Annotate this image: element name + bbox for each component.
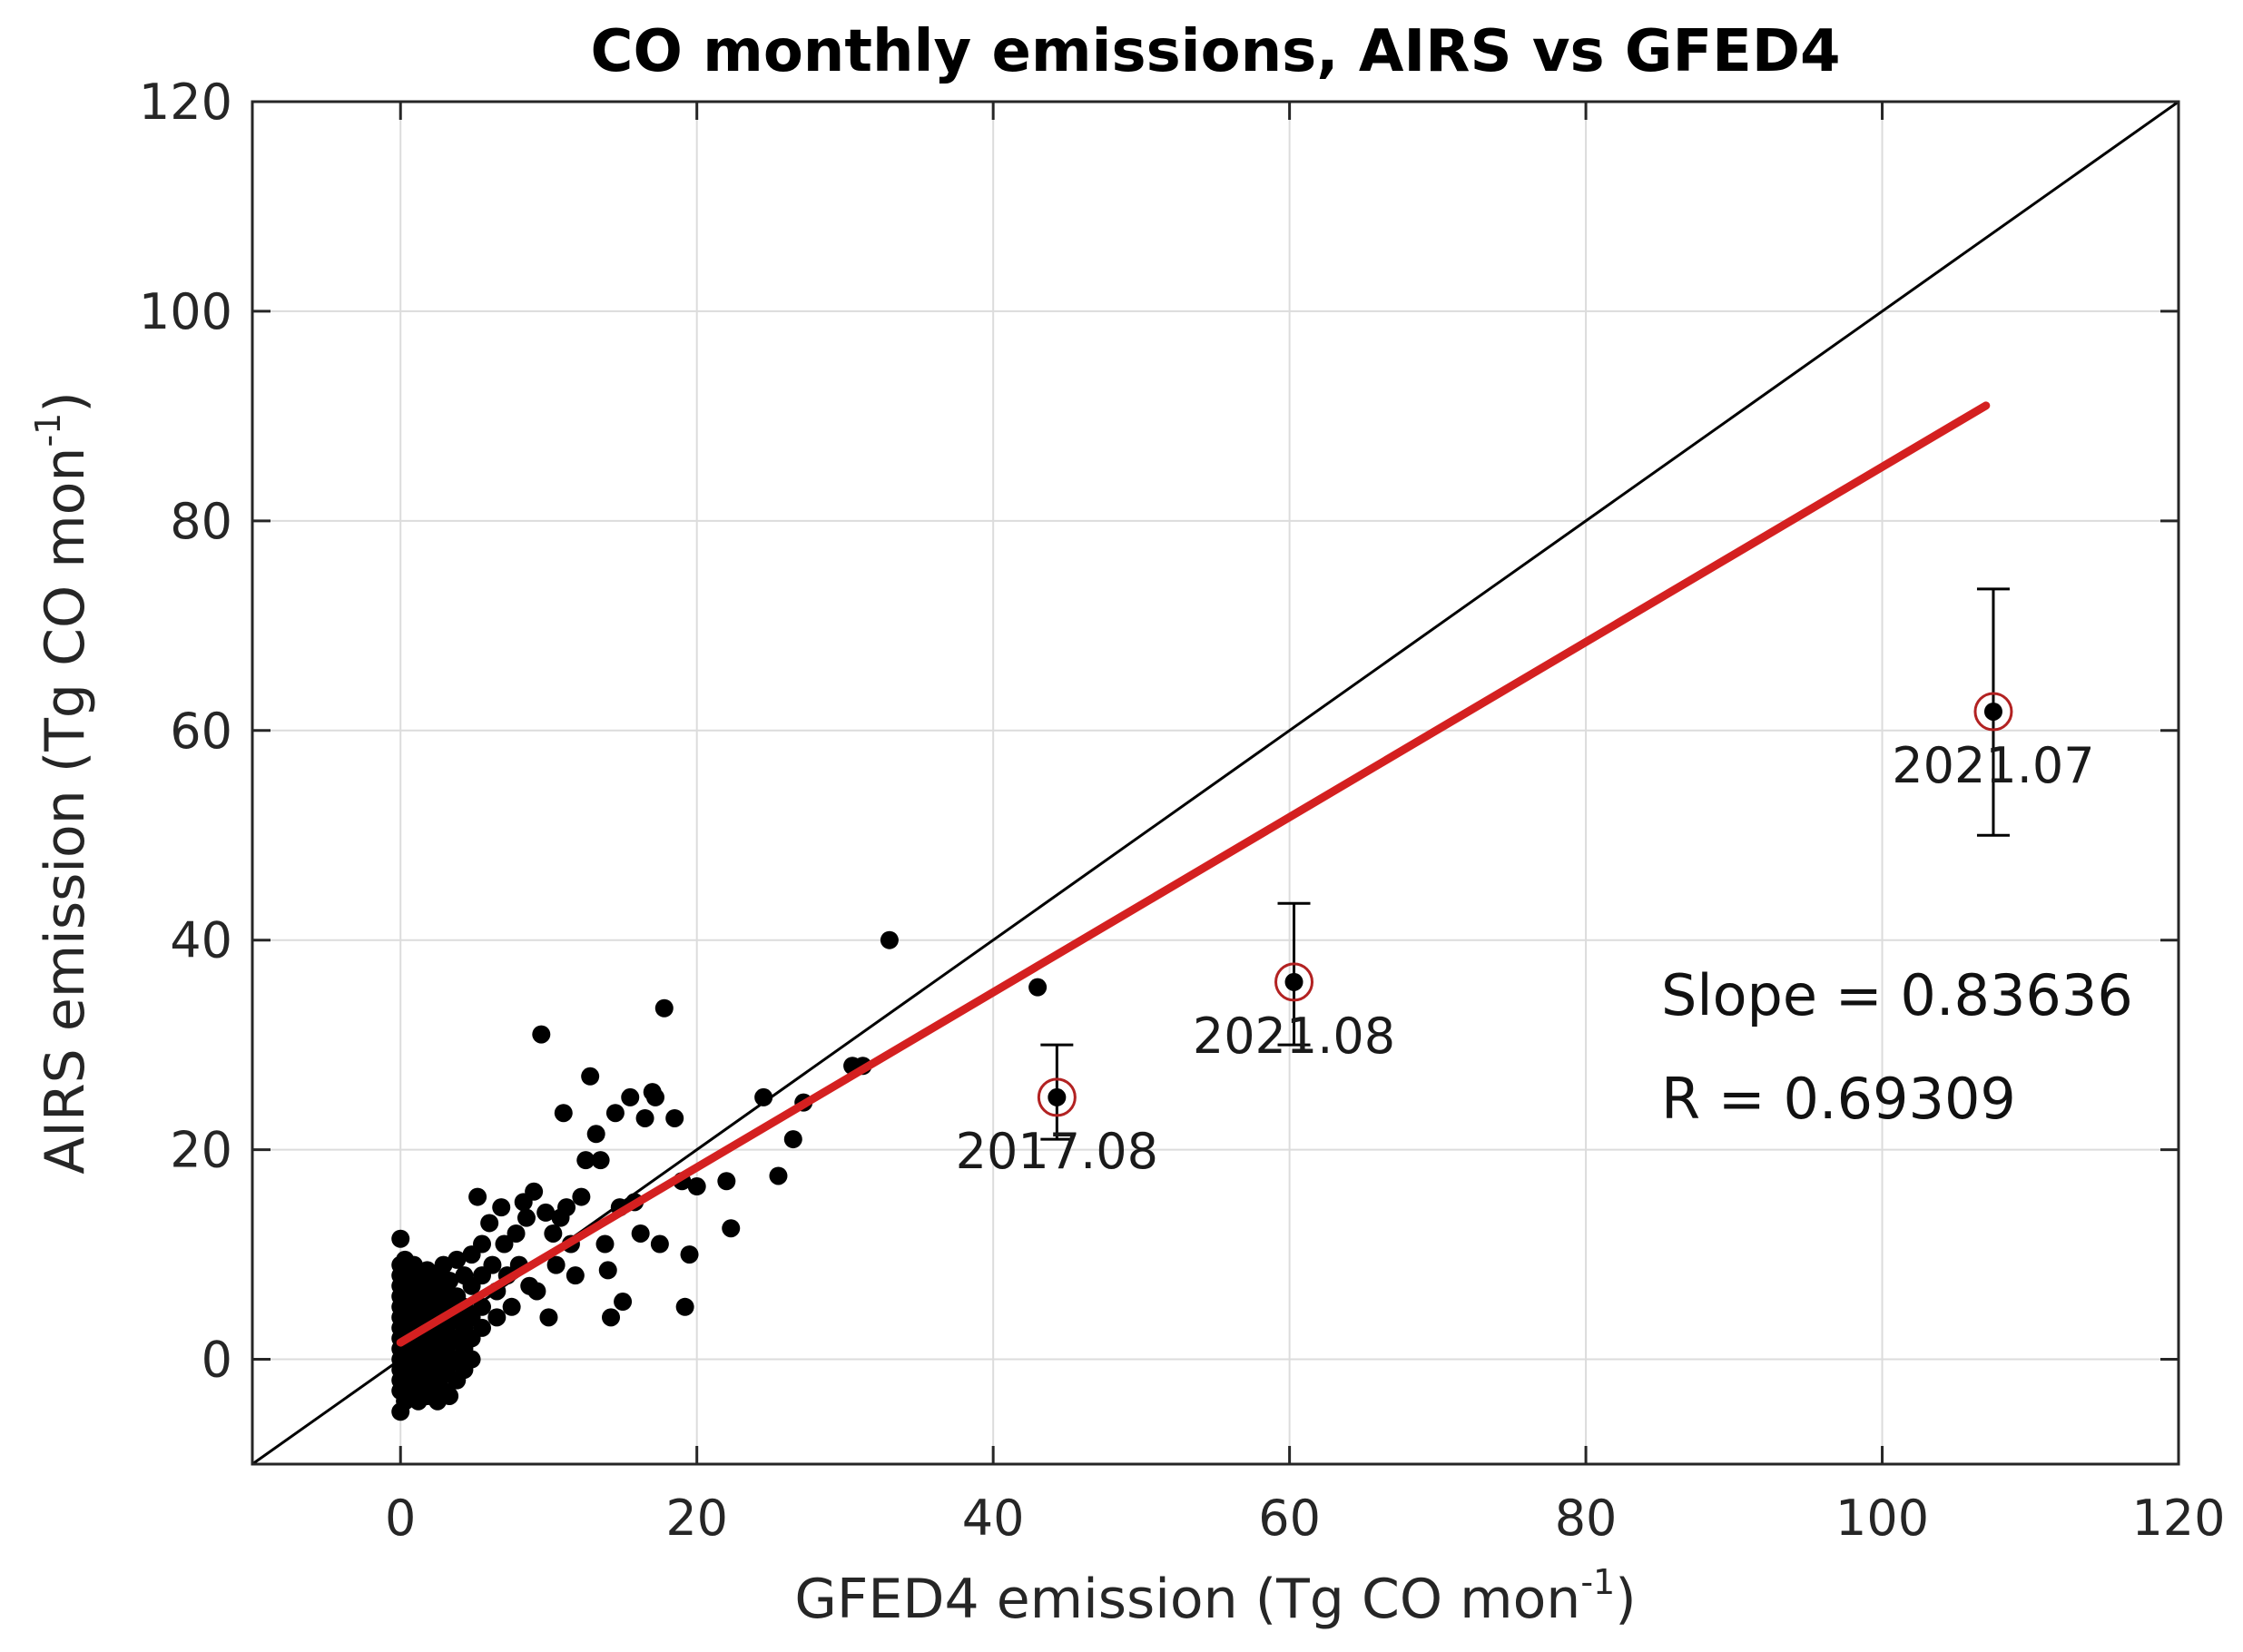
y-axis-label: AIRS emission (Tg CO mon-1) [28,391,97,1175]
chart-title: CO monthly emissions, AIRS vs GFED4 [590,18,1840,85]
data-point [468,1187,487,1206]
data-point [507,1224,526,1243]
data-point [598,1261,617,1280]
data-point [487,1308,507,1327]
data-point [605,1104,625,1123]
data-point [717,1172,736,1191]
x-axis-label-superscript: -1 [1580,1562,1615,1602]
data-point [654,998,674,1018]
y-tick-label: 120 [139,74,232,131]
data-point [546,1255,566,1274]
point-label: 2021.08 [1193,1008,1395,1065]
data-point [880,930,899,949]
axis-ticks: 0 20 40 60 80 100 120 0 20 40 60 80 100 120 [139,74,2226,1547]
data-point [391,1229,410,1248]
data-point [595,1234,615,1254]
plot-frame [251,100,2180,1466]
data-point [769,1166,788,1185]
data-point [566,1266,585,1285]
data-point [483,1255,502,1274]
data-point [557,1198,576,1217]
x-tick-label: 40 [962,1490,1025,1547]
x-axis-label-main: GFED4 emission (Tg CO mon [794,1568,1580,1631]
highlight-point [1285,973,1303,990]
y-axis-label-superscript: -1 [28,413,68,447]
highlight-point [1048,1088,1066,1106]
data-point [665,1108,684,1127]
slope-annotation: Slope = 0.83636 [1661,962,2133,1028]
data-point [722,1219,741,1238]
data-point [473,1297,492,1316]
y-axis-label-main: AIRS emission (Tg CO mon [34,447,97,1175]
x-tick-label: 0 [385,1490,416,1547]
data-point [581,1067,600,1086]
data-point [532,1025,551,1044]
data-point [572,1187,591,1206]
data-point [631,1224,650,1243]
plot-area-content [252,102,2179,1464]
highlight-point [1984,703,2002,720]
highlight-circle [1973,692,2013,732]
y-tick-label: 60 [170,703,232,760]
x-axis-label: GFED4 emission (Tg CO mon-1) [794,1562,1636,1631]
point-label: 2021.07 [1892,737,2094,794]
y-axis-label-end: ) [34,391,97,412]
data-point [440,1386,459,1405]
data-point [591,1151,610,1170]
r-annotation: R = 0.69309 [1661,1066,2016,1132]
data-point [495,1234,514,1254]
y-tick-label: 80 [170,493,232,550]
y-tick-label: 20 [170,1122,232,1179]
data-point [539,1308,558,1327]
data-point [602,1308,621,1327]
data-point [525,1182,544,1201]
x-tick-label: 120 [2131,1490,2225,1547]
data-point [536,1203,556,1222]
data-point [554,1104,573,1123]
x-tick-label: 20 [665,1490,728,1547]
data-point [516,1208,536,1227]
point-label: 2017.08 [956,1123,1158,1180]
x-tick-label: 60 [1258,1490,1321,1547]
data-point [621,1087,640,1106]
data-point [473,1234,492,1254]
data-point [576,1151,595,1170]
x-axis-label-end: ) [1615,1568,1636,1631]
y-tick-label: 40 [170,912,232,969]
highlight-circle [1037,1077,1077,1117]
data-point [635,1108,654,1127]
fit-line [396,401,1991,1347]
data-point [480,1214,499,1233]
data-point [440,1271,459,1290]
data-point [675,1297,694,1316]
data-point [492,1198,511,1217]
data-point [680,1245,699,1264]
data-point [687,1177,706,1196]
data-point [544,1224,563,1243]
highlight-circle [1274,962,1314,1002]
data-point [783,1130,802,1149]
data-point [1028,978,1048,997]
data-point [645,1087,664,1106]
data-point [462,1350,481,1369]
data-point [614,1293,633,1312]
data-point [754,1087,773,1106]
data-point [586,1125,605,1144]
data-point [650,1234,669,1254]
y-tick-label: 100 [139,283,232,340]
data-point [473,1318,492,1337]
y-tick-label: 0 [202,1332,232,1389]
x-tick-label: 80 [1555,1490,1618,1547]
data-point [502,1297,521,1316]
data-point [527,1282,546,1301]
x-tick-label: 100 [1835,1490,1929,1547]
data-point [448,1250,467,1269]
